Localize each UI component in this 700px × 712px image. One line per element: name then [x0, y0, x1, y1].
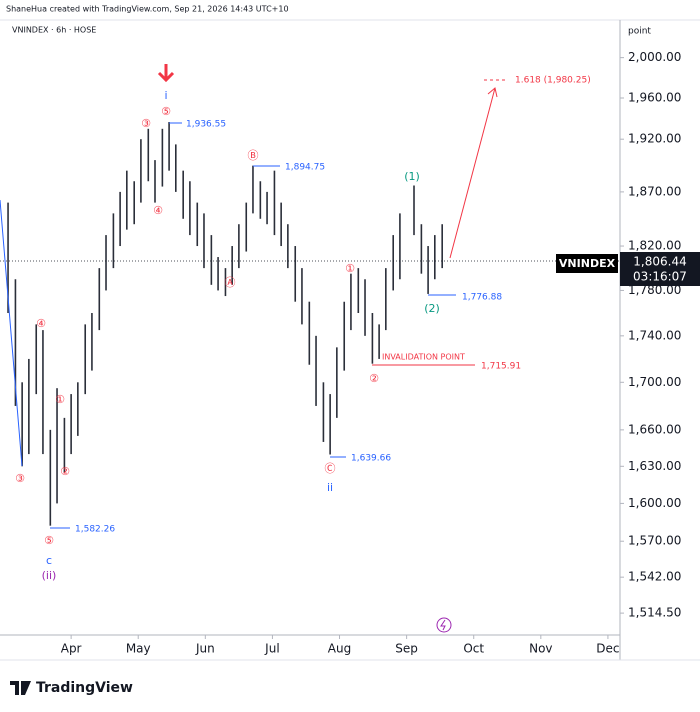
- y-tick-label: 1,870.00: [628, 184, 681, 198]
- y-tick-label: 1,820.00: [628, 239, 681, 253]
- wave-label: Ⓑ: [248, 149, 259, 162]
- x-tick-label: Dec: [596, 642, 619, 656]
- event-icon[interactable]: [436, 617, 452, 633]
- chart-title: VNINDEX · 6h · HOSE: [12, 26, 96, 35]
- y-tick-label: 1,630.00: [628, 459, 681, 473]
- last-price-label: 1,806.44: [633, 255, 686, 269]
- wave-label: Ⓐ: [225, 276, 236, 289]
- footer-logo: TradingView: [36, 680, 133, 696]
- y-tick-label: 1,542.00: [628, 570, 681, 584]
- fib-label: 1.618 (1,980.25): [515, 76, 591, 86]
- x-tick-label: Jun: [195, 642, 215, 656]
- wave-label: Ⓒ: [325, 462, 336, 475]
- price-bars: [0, 122, 620, 526]
- logo-mark: [10, 681, 31, 695]
- price-callout: 1,715.91: [481, 362, 521, 372]
- x-tick-label: Aug: [328, 642, 351, 656]
- arrow-head: [487, 87, 498, 98]
- y-tick-label: 1,920.00: [628, 132, 681, 146]
- price-callout: 1,936.55: [186, 120, 226, 130]
- y-tick-label: 1,600.00: [628, 496, 681, 510]
- event-icon-bolt: [440, 619, 446, 631]
- wave-label: ④: [36, 317, 46, 330]
- x-tick-label: Oct: [463, 642, 484, 656]
- price-box: [620, 252, 700, 286]
- y-tick-label: 1,514.50: [628, 606, 681, 620]
- price-callout: 1,639.66: [351, 454, 391, 464]
- countdown: 03:16:07: [633, 270, 687, 284]
- price-callout: 1,582.26: [75, 525, 115, 535]
- y-tick-label: 1,660.00: [628, 422, 681, 436]
- price-callout: 1,894.75: [285, 163, 325, 173]
- wave-label: ③: [141, 117, 151, 130]
- y-tick-label: 2,000.00: [628, 50, 681, 64]
- wave-label: ①: [345, 262, 355, 275]
- wave-label: ③: [15, 472, 25, 485]
- wave-label: i: [164, 89, 167, 102]
- y-tick-label: 1,960.00: [628, 90, 681, 104]
- wave-label: (1): [404, 170, 420, 183]
- x-tick-label: Apr: [61, 642, 82, 656]
- wave-label: ②: [60, 465, 70, 478]
- wave-label: ②: [369, 372, 379, 385]
- wave-label: ⑤: [44, 534, 54, 547]
- y-tick-label: 1,780.00: [628, 283, 681, 297]
- y-tick-label: 1,700.00: [628, 375, 681, 389]
- header: ShaneHua created with TradingView.com, S…: [6, 5, 289, 14]
- wave-label: ④: [153, 204, 163, 217]
- y-tick-label: 1,740.00: [628, 328, 681, 342]
- wave-label: (2): [424, 302, 440, 315]
- symbol-label: VNINDEX: [559, 257, 616, 270]
- x-tick-label: Sep: [395, 642, 418, 656]
- x-tick-label: Nov: [529, 642, 552, 656]
- down-arrow: [157, 64, 175, 83]
- price-callout: 1,776.88: [462, 293, 502, 303]
- x-tick-label: Jul: [264, 642, 279, 656]
- x-tick-label: May: [126, 642, 151, 656]
- wave-label: (ii): [42, 569, 57, 582]
- wave-label: c: [46, 554, 52, 567]
- invalidation-label: INVALIDATION POINT: [382, 353, 465, 362]
- wave-label: ii: [327, 481, 333, 494]
- symbol-box: [556, 254, 618, 273]
- wave-label: ⑤: [161, 105, 171, 118]
- y-tick-label: 1,570.00: [628, 534, 681, 548]
- wave-label: ①: [55, 393, 65, 406]
- axis-unit: point: [628, 27, 651, 37]
- projection-arrow: [449, 87, 496, 259]
- wave-line: [0, 199, 23, 467]
